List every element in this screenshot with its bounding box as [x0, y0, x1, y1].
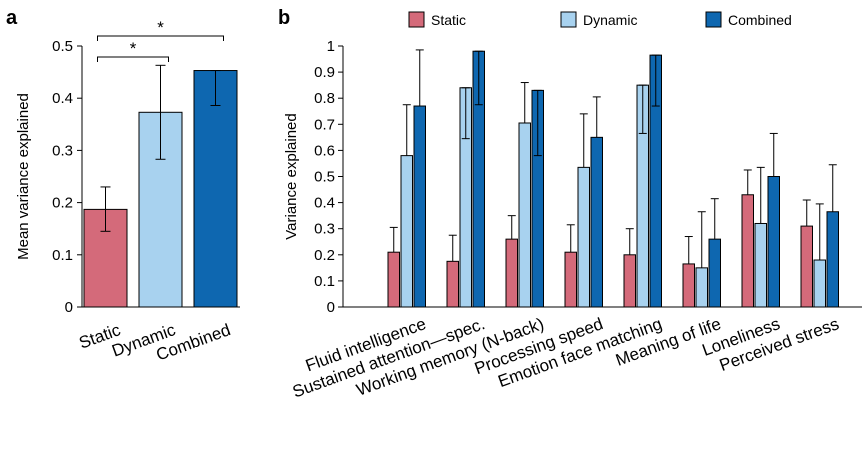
b-y-axis-title: Variance explained	[283, 113, 300, 239]
b-bar-combined	[708, 238, 721, 308]
b-bar-static	[682, 263, 695, 308]
b-bar-dynamic	[518, 122, 531, 308]
b-bar-static	[623, 254, 636, 308]
panel-b-chart: 0 0.1 0.2 0.3 0.4 0.5 0.6 0.7 0.8 0.9 1 Variance ex…	[283, 11, 862, 402]
b-y-tick-label: 0.5	[314, 169, 335, 186]
b-y-tick-label: 0.1	[314, 273, 335, 290]
b-y-tick-label: 0.8	[314, 90, 335, 107]
a-y-tick-label: 0.1	[52, 247, 73, 264]
b-bar-combined	[590, 136, 603, 308]
b-bar-static	[446, 260, 459, 308]
a-significance-bracket	[97, 56, 169, 62]
b-bar-dynamic	[695, 267, 708, 308]
b-y-tick-label: 0.2	[314, 247, 335, 264]
b-bar-static	[800, 225, 813, 308]
b-bar-static	[564, 251, 577, 308]
a-significance-bracket	[97, 35, 224, 41]
b-bar-static	[741, 194, 754, 308]
a-y-tick-label: 0.5	[52, 38, 73, 55]
a-y-tick-label: 0.2	[52, 195, 73, 212]
b-bar-combined	[826, 211, 839, 308]
b-legend-label-dynamic: Dynamic	[583, 12, 637, 28]
a-y-tick-label: 0.3	[52, 142, 73, 159]
a-significance-label: *	[157, 18, 164, 37]
a-bar-combined	[193, 70, 238, 308]
b-y-tick-label: 0.3	[314, 221, 335, 238]
b-bar-dynamic	[400, 155, 413, 308]
b-legend-swatch-combined	[705, 11, 722, 28]
b-legend-swatch-static	[408, 11, 425, 28]
b-y-tick-label: 0.4	[314, 195, 335, 212]
a-y-tick-label: 0	[65, 299, 73, 316]
b-bar-static	[387, 251, 400, 308]
b-legend-label-static: Static	[431, 12, 466, 28]
a-significance-label: *	[130, 39, 137, 58]
b-bar-dynamic	[577, 166, 590, 308]
b-bar-combined	[767, 176, 780, 308]
b-bar-dynamic	[754, 222, 767, 308]
a-y-axis-title: Mean variance explained	[15, 93, 32, 260]
b-y-tick-label: 0.6	[314, 142, 335, 159]
b-y-tick-label: 1	[327, 38, 335, 55]
panel-a-letter: a	[6, 7, 18, 29]
b-y-tick-label: 0	[327, 299, 335, 316]
a-y-tick-label: 0.4	[52, 90, 73, 107]
b-y-tick-label: 0.7	[314, 116, 335, 133]
b-legend-label-combined: Combined	[728, 12, 792, 28]
b-bar-dynamic	[813, 259, 826, 308]
b-bar-static	[505, 238, 518, 308]
b-bar-combined	[413, 105, 426, 308]
panel-b-letter: b	[278, 7, 290, 29]
b-y-tick-label: 0.9	[314, 64, 335, 81]
b-legend-swatch-dynamic	[560, 11, 577, 28]
